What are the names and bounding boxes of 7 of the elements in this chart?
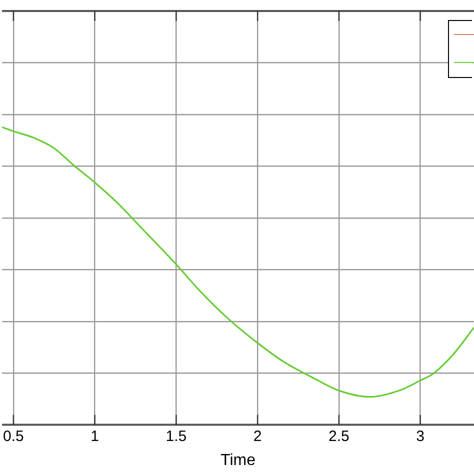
x-tick-label: 1 [90,428,99,445]
x-tick-label: 0.5 [2,428,24,445]
x-tick-label: 2.5 [328,428,350,445]
x-axis-title: Time [220,452,256,469]
x-tick-label: 3 [416,428,424,445]
x-tick-label: 1.5 [166,428,187,445]
x-tick-label: 2 [253,428,262,445]
